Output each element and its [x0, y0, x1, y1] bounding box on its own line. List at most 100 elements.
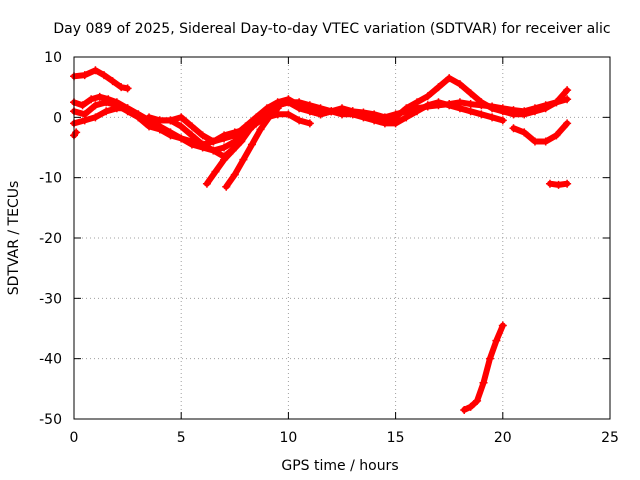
- y-tick-label: -10: [39, 171, 62, 187]
- data-point: [295, 116, 304, 125]
- data-point: [473, 396, 482, 405]
- data-point: [123, 104, 132, 113]
- data-point: [485, 354, 494, 363]
- x-tick-label: 25: [601, 430, 619, 446]
- data-point: [284, 98, 293, 107]
- data-point: [80, 71, 89, 80]
- data-point: [509, 124, 518, 133]
- data-point: [498, 116, 507, 125]
- data-point: [509, 110, 518, 119]
- data-point: [460, 405, 469, 414]
- data-point: [545, 179, 554, 188]
- data-point: [520, 128, 529, 137]
- data-point: [359, 113, 368, 122]
- axis-ticks: 0 5 10 15 20 25 10 0 -10 -20 -30 -40 -50: [39, 50, 619, 446]
- x-tick-label: 10: [279, 430, 297, 446]
- data-point: [177, 134, 186, 143]
- data-point: [423, 101, 432, 110]
- y-axis-label: SDTVAR / TECUs: [6, 181, 22, 296]
- data-point: [477, 98, 486, 107]
- data-point: [552, 98, 561, 107]
- x-axis-label: GPS time / hours: [281, 458, 398, 474]
- data-point: [202, 179, 211, 188]
- y-tick-label: -20: [39, 231, 62, 247]
- series-descending-arc-2: [222, 104, 282, 191]
- y-tick-label: 10: [44, 50, 62, 66]
- data-point: [254, 116, 263, 125]
- data-point: [530, 107, 539, 116]
- data-point: [155, 116, 164, 125]
- data-point: [413, 98, 422, 107]
- series-low-arc: [460, 321, 507, 414]
- data-point: [256, 125, 265, 134]
- data-point: [265, 113, 274, 122]
- data-point: [466, 89, 475, 98]
- data-point: [455, 104, 464, 113]
- data-point: [245, 125, 254, 134]
- data-point: [91, 66, 100, 75]
- data-point: [166, 131, 175, 140]
- data-point: [552, 131, 561, 140]
- data-point: [102, 98, 111, 107]
- data-point: [563, 119, 572, 128]
- data-point: [198, 131, 207, 140]
- data-point: [211, 167, 220, 176]
- data-point: [305, 119, 314, 128]
- data-point: [220, 131, 229, 140]
- data-point: [155, 125, 164, 134]
- series-trace: [146, 111, 313, 145]
- y-tick-label: -50: [39, 412, 62, 428]
- data-point: [434, 83, 443, 92]
- data-point: [284, 110, 293, 119]
- data-point: [554, 180, 563, 189]
- data-point: [466, 402, 475, 411]
- data-point: [166, 116, 175, 125]
- data-point: [413, 107, 422, 116]
- data-point: [488, 113, 497, 122]
- data-point: [87, 95, 96, 104]
- data-point: [177, 122, 186, 131]
- series-upper-arc: [70, 66, 132, 93]
- data-point: [479, 378, 488, 387]
- data-point: [498, 321, 507, 330]
- data-point: [445, 74, 454, 83]
- data-point: [305, 101, 314, 110]
- data-point: [488, 104, 497, 113]
- data-points: [70, 66, 572, 414]
- data-point: [530, 137, 539, 146]
- x-tick-label: 15: [387, 430, 405, 446]
- data-point: [91, 113, 100, 122]
- x-tick-label: 20: [494, 430, 512, 446]
- data-point: [134, 110, 143, 119]
- series-trace: [71, 67, 131, 92]
- data-point: [380, 119, 389, 128]
- data-point: [228, 146, 237, 155]
- y-tick-label: -40: [39, 352, 62, 368]
- data-point: [391, 119, 400, 128]
- data-point: [402, 113, 411, 122]
- data-point: [273, 104, 282, 113]
- data-point: [123, 84, 132, 93]
- series-track-b: [70, 74, 572, 149]
- data-point: [198, 140, 207, 149]
- data-point: [423, 92, 432, 101]
- data-point: [72, 128, 81, 137]
- y-tick-label: 0: [53, 110, 62, 126]
- data-point: [91, 101, 100, 110]
- data-point: [541, 137, 550, 146]
- data-point: [239, 155, 248, 164]
- data-point: [541, 104, 550, 113]
- data-point: [100, 71, 109, 80]
- data-point: [327, 107, 336, 116]
- data-point: [80, 116, 89, 125]
- data-point: [220, 143, 229, 152]
- data-point: [177, 113, 186, 122]
- data-point: [102, 107, 111, 116]
- data-point: [187, 131, 196, 140]
- data-point: [520, 110, 529, 119]
- data-point: [338, 110, 346, 119]
- data-point: [222, 182, 231, 191]
- data-point: [108, 77, 117, 86]
